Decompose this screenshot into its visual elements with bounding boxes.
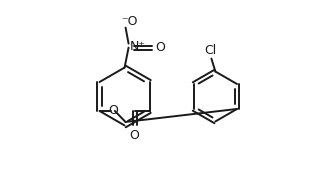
Text: N⁺: N⁺ [130, 40, 145, 53]
Text: O: O [109, 105, 118, 117]
Text: O: O [155, 41, 165, 54]
Text: ⁻O: ⁻O [121, 15, 138, 28]
Text: Cl: Cl [204, 44, 216, 57]
Text: O: O [130, 129, 139, 142]
